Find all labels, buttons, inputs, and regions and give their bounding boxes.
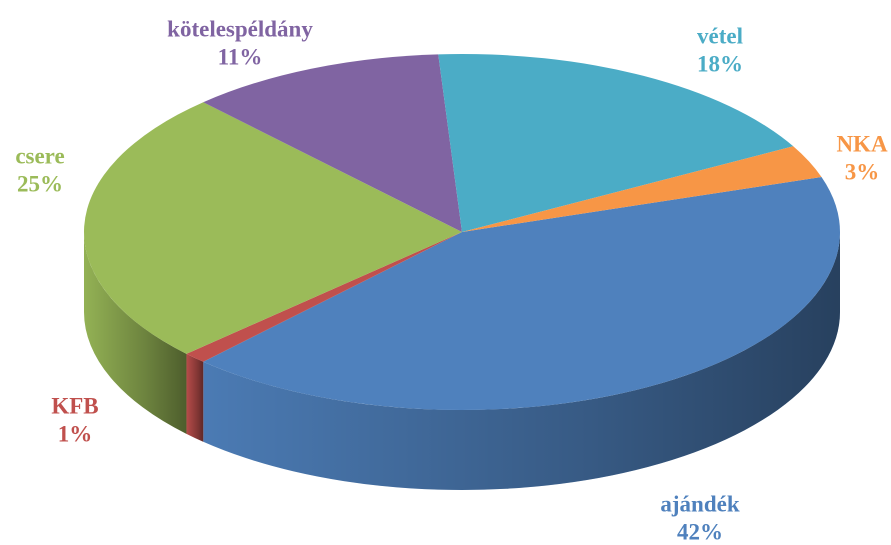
slice	[83, 102, 463, 354]
labels: ajándék 42% KFB 1% csere 25% kötelespéldány 11%…	[15, 16, 888, 544]
slice	[203, 54, 462, 232]
slice	[203, 176, 840, 410]
slice-label-value: 11%	[218, 44, 263, 69]
slice-label-name: vétel	[697, 23, 743, 48]
slice-label-value: 18%	[697, 51, 743, 76]
slice-side-shade	[84, 232, 187, 434]
slice-label-value: 1%	[58, 421, 93, 446]
pie-tops	[83, 54, 840, 410]
slice-label-name: NKA	[836, 131, 888, 156]
slice	[438, 54, 794, 232]
slice	[462, 146, 822, 232]
slice-label-name: ajándék	[660, 491, 739, 516]
slice-label-value: 3%	[845, 159, 880, 184]
slice-side-shade	[203, 232, 840, 491]
slice-label-value: 25%	[17, 171, 63, 196]
slice-label-name: kötelespéldány	[167, 16, 313, 41]
slice-side-shade	[186, 353, 204, 442]
slice-label-name: KFB	[51, 393, 98, 418]
slice-label-value: 42%	[677, 519, 723, 544]
slice-label-name: csere	[15, 143, 64, 168]
slice	[186, 232, 462, 362]
pie-sides	[84, 232, 840, 491]
